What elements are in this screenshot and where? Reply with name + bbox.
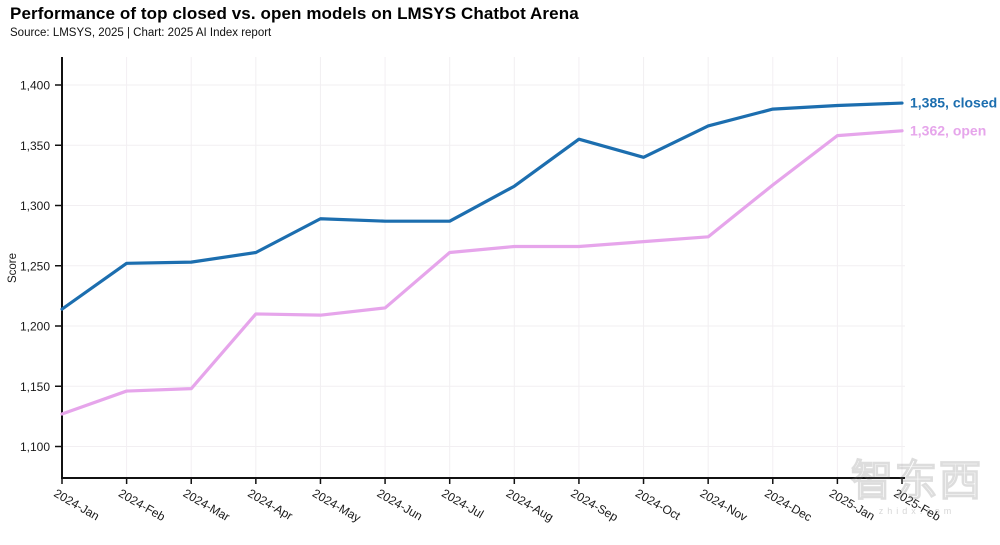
x-tick-label: 2024-Apr [245,486,295,523]
x-tick-label: 2024-May [310,486,363,525]
x-tick-label: 2024-Mar [181,486,232,524]
y-axis-title: Score [7,253,19,283]
y-tick-label: 1,400 [20,79,50,93]
x-tick-label: 2024-Feb [116,486,168,524]
y-tick-label: 1,250 [20,259,50,273]
x-tick-label: 2024-Dec [762,486,814,524]
y-tick-label: 1,350 [20,139,50,153]
chart-title: Performance of top closed vs. open model… [10,4,579,23]
x-tick-label: 2024-Oct [633,486,683,523]
x-tick-label: 2024-Nov [698,486,750,524]
x-tick-label: 2024-Jan [52,486,102,523]
y-tick-label: 1,100 [20,440,50,454]
closed-line [60,101,904,311]
x-tick-label: 2025-Feb [892,486,944,524]
y-tick-label: 1,300 [20,199,50,213]
y-tick-label: 1,150 [20,380,50,394]
x-tick-label: 2024-Aug [504,486,556,524]
x-tick-label: 2024-Jun [375,486,425,523]
y-tick-label: 1,200 [20,320,50,334]
open-end-label: 1,362, open [910,122,986,138]
open-line [60,129,904,416]
x-tick-label: 2024-Sep [568,486,620,524]
x-tick-label: 2024-Jul [439,486,486,521]
chart-subtitle: Source: LMSYS, 2025 | Chart: 2025 AI Ind… [10,27,272,39]
x-tick-label: 2025-Jan [827,486,877,523]
closed-end-label: 1,385, closed [910,95,997,111]
